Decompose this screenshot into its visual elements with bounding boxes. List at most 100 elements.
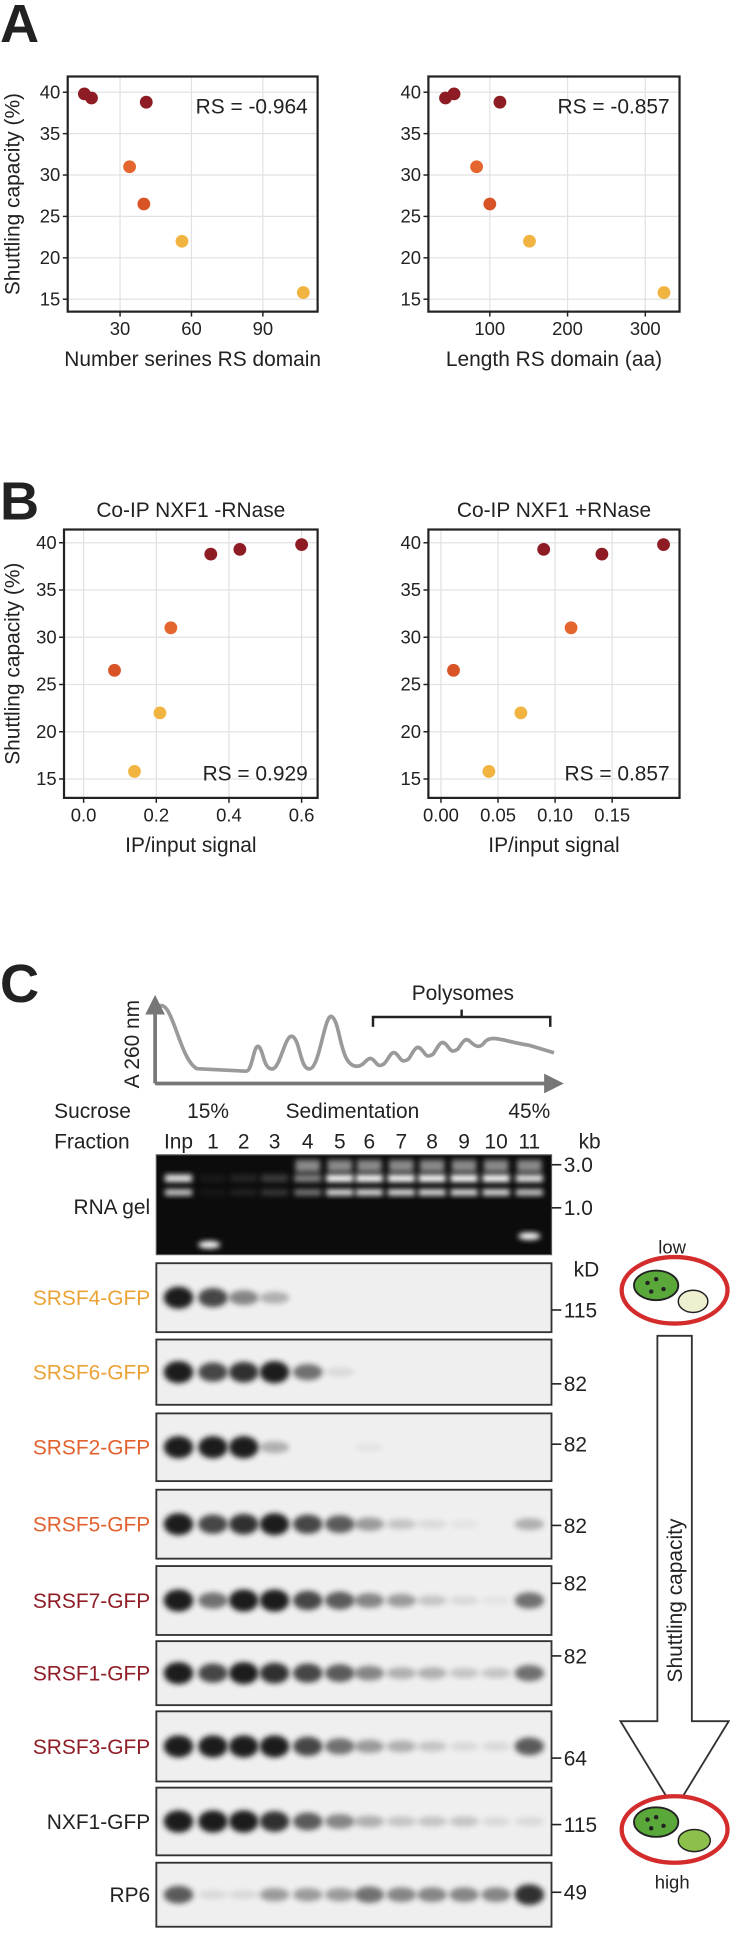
gel-smear [419,1159,445,1173]
blot-label: NXF1-GFP [47,1811,150,1834]
blot-band [292,1663,323,1683]
blot-band [386,1887,417,1903]
gel-band [326,1189,354,1196]
gel-unit: kb [579,1131,601,1154]
y-tick-label: 35 [400,579,421,600]
y-tick-label: 20 [400,721,421,742]
blot-marker: 82 [564,1373,587,1396]
blot-band [449,1887,479,1903]
blot-band [514,1737,545,1756]
gel-smear [327,1159,353,1173]
x-tick-label: 100 [474,318,505,339]
shuttling-label: Shuttling capacity [664,1518,687,1682]
blot-band [259,1662,290,1684]
blot-band [449,1816,479,1827]
gel-band [515,1189,543,1196]
blot-band [417,1816,447,1827]
blot-band [228,1361,259,1383]
blot-band [292,1364,323,1381]
bracket [371,1009,552,1027]
annotation: RS = 0.857 [564,763,669,786]
point [295,538,309,552]
gel-band [199,1189,227,1196]
blot-band [449,1596,479,1605]
plot-frame [427,75,681,313]
x-tick-label: 0.15 [594,804,630,825]
point [523,234,536,248]
gel-band [387,1174,415,1182]
gel-band [199,1174,227,1182]
blot-band [514,1592,545,1609]
y-tick-label: 15 [36,768,57,789]
blot-band [163,1361,194,1384]
blot-band [417,1595,447,1606]
gel-smear [517,1159,542,1173]
point [439,91,452,105]
blot-band [259,1291,290,1304]
blot-band [354,1517,385,1531]
x-tick-label: 0.05 [480,804,516,825]
point [123,160,136,174]
blot-label: SRSF3-GFP [33,1736,150,1759]
y-tick-label: 35 [400,123,421,144]
blot-band [228,1735,259,1758]
point [595,547,609,561]
blot-band [163,1885,194,1904]
gel-band [355,1189,383,1196]
point [85,91,98,105]
high-label: high [655,1872,690,1893]
blot-band [163,1662,194,1685]
blot-band [514,1817,545,1826]
fraction-label: Fraction [54,1131,130,1154]
gel-band [326,1174,354,1182]
y-axis-label: Shuttling capacity (%) [2,93,25,295]
blot-band [198,1592,228,1609]
point [470,160,484,174]
blot-band [386,1519,417,1530]
lane-label: 8 [426,1131,438,1154]
blot-marker: 115 [564,1814,597,1837]
x-tick-label: 300 [630,318,661,339]
lane-label: 1 [207,1131,219,1154]
x-tick-label: 0.00 [423,804,459,825]
arrow-shape [618,1334,730,1812]
profile-y-label: A 260 nm [121,1000,144,1088]
blot-label: SRSF4-GFP [33,1287,150,1310]
axis-arrow [153,1007,552,1086]
y-tick-label: 40 [400,81,421,102]
gel-smear [483,1159,509,1173]
blot-band [198,1890,228,1900]
blot-band [292,1514,323,1534]
rna-gel [155,1154,553,1256]
panel-label: A [0,0,39,54]
gel-band [294,1189,322,1196]
point [204,547,218,561]
x-tick-label: 0.6 [289,804,315,825]
blot-band [163,1436,194,1459]
lane-label: 9 [458,1131,470,1154]
low-label: low [658,1236,686,1257]
blot-band [259,1589,290,1612]
gradient-end: 45% [508,1100,550,1123]
point [164,621,178,635]
annotation: RS = -0.857 [558,95,670,118]
cell-icon [619,1794,730,1865]
lane-label: 3 [269,1131,281,1154]
blot-band [292,1812,323,1831]
x-tick-label: 90 [253,318,274,339]
y-tick-label: 25 [400,206,421,227]
gel-smear [356,1159,382,1173]
y-tick-label: 30 [400,626,421,647]
blot-marker: 115 [564,1299,597,1322]
y-tick-label: 30 [40,164,61,185]
gel-band [418,1174,446,1182]
blot-band [324,1738,355,1755]
gel-band [230,1189,258,1196]
x-tick-label: 0.0 [71,804,97,825]
blot-band [259,1811,290,1832]
blot-band [292,1590,323,1611]
blot-band [481,1887,511,1903]
blot-band [228,1810,259,1833]
blot-band [228,1589,259,1612]
